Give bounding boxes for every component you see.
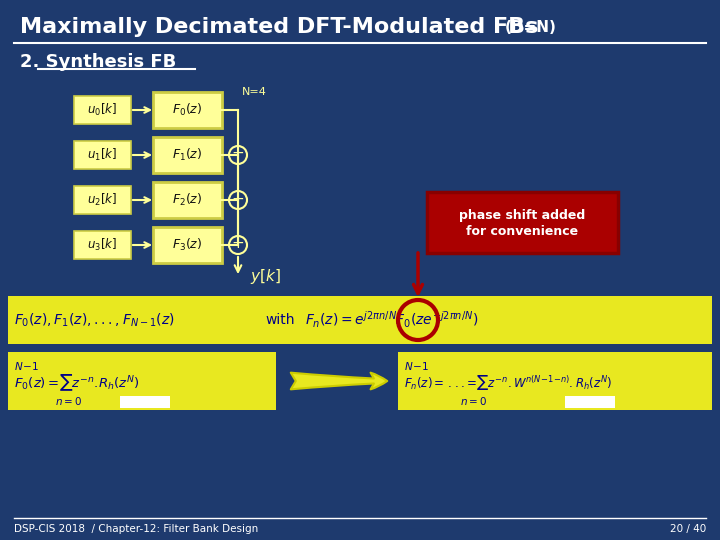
- Text: $N\!-\!1$: $N\!-\!1$: [404, 360, 429, 372]
- Bar: [8, 296, 712, 344]
- Text: $F_n(z)=\,...\!=\!\sum z^{-n}.W^{n(N\!-\!1\!-\!n)}.R_h(z^N)$: $F_n(z)=\,...\!=\!\sum z^{-n}.W^{n(N\!-\…: [404, 374, 612, 393]
- Text: N=4: N=4: [242, 87, 267, 97]
- FancyBboxPatch shape: [427, 192, 618, 253]
- Text: 2. Synthesis FB: 2. Synthesis FB: [20, 53, 176, 71]
- FancyBboxPatch shape: [153, 137, 222, 173]
- FancyBboxPatch shape: [74, 96, 131, 124]
- FancyBboxPatch shape: [153, 92, 222, 128]
- Bar: [565, 396, 615, 408]
- Text: $F_2(z)$: $F_2(z)$: [172, 192, 202, 208]
- Text: for convenience: for convenience: [467, 225, 579, 238]
- FancyBboxPatch shape: [74, 231, 131, 259]
- Text: $F_0(z)$: $F_0(z)$: [172, 102, 202, 118]
- Text: $F_1(z)$: $F_1(z)$: [172, 147, 202, 163]
- Text: +: +: [232, 237, 244, 252]
- Text: +: +: [232, 192, 244, 206]
- Text: +: +: [232, 146, 244, 161]
- Text: $y[k]$: $y[k]$: [250, 267, 281, 287]
- Text: $n=0$: $n=0$: [460, 395, 487, 407]
- Text: DSP-CIS 2018  / Chapter-12: Filter Bank Design: DSP-CIS 2018 / Chapter-12: Filter Bank D…: [14, 524, 258, 534]
- Text: $u_1[k]$: $u_1[k]$: [88, 147, 117, 163]
- Text: $F_0(z), F_1(z),...,F_{N-1}(z)$: $F_0(z), F_1(z),...,F_{N-1}(z)$: [14, 311, 175, 329]
- Text: $n=0$: $n=0$: [55, 395, 82, 407]
- Text: phase shift added: phase shift added: [459, 209, 585, 222]
- Bar: [8, 352, 276, 410]
- FancyBboxPatch shape: [153, 227, 222, 263]
- Text: $u_0[k]$: $u_0[k]$: [88, 102, 117, 118]
- Text: $N\!-\!1$: $N\!-\!1$: [14, 360, 39, 372]
- Text: Maximally Decimated DFT-Modulated FBs: Maximally Decimated DFT-Modulated FBs: [20, 17, 539, 37]
- Text: $u_3[k]$: $u_3[k]$: [88, 237, 117, 253]
- Text: $F_0(z)=\!\sum z^{-n}.\!R_h(z^N)$: $F_0(z)=\!\sum z^{-n}.\!R_h(z^N)$: [14, 373, 140, 393]
- Text: 20 / 40: 20 / 40: [670, 524, 706, 534]
- FancyBboxPatch shape: [74, 186, 131, 214]
- Bar: [398, 352, 712, 410]
- Text: $F_3(z)$: $F_3(z)$: [172, 237, 202, 253]
- FancyBboxPatch shape: [74, 141, 131, 169]
- Text: $u_2[k]$: $u_2[k]$: [88, 192, 117, 208]
- Text: $F_n(z)=e^{j2\pi n/N}F_0(ze^{-j2\pi n/N})$: $F_n(z)=e^{j2\pi n/N}F_0(ze^{-j2\pi n/N}…: [305, 310, 478, 330]
- FancyBboxPatch shape: [153, 182, 222, 218]
- Bar: [120, 396, 170, 408]
- Text: with: with: [265, 313, 294, 327]
- Text: (D=N): (D=N): [505, 19, 557, 35]
